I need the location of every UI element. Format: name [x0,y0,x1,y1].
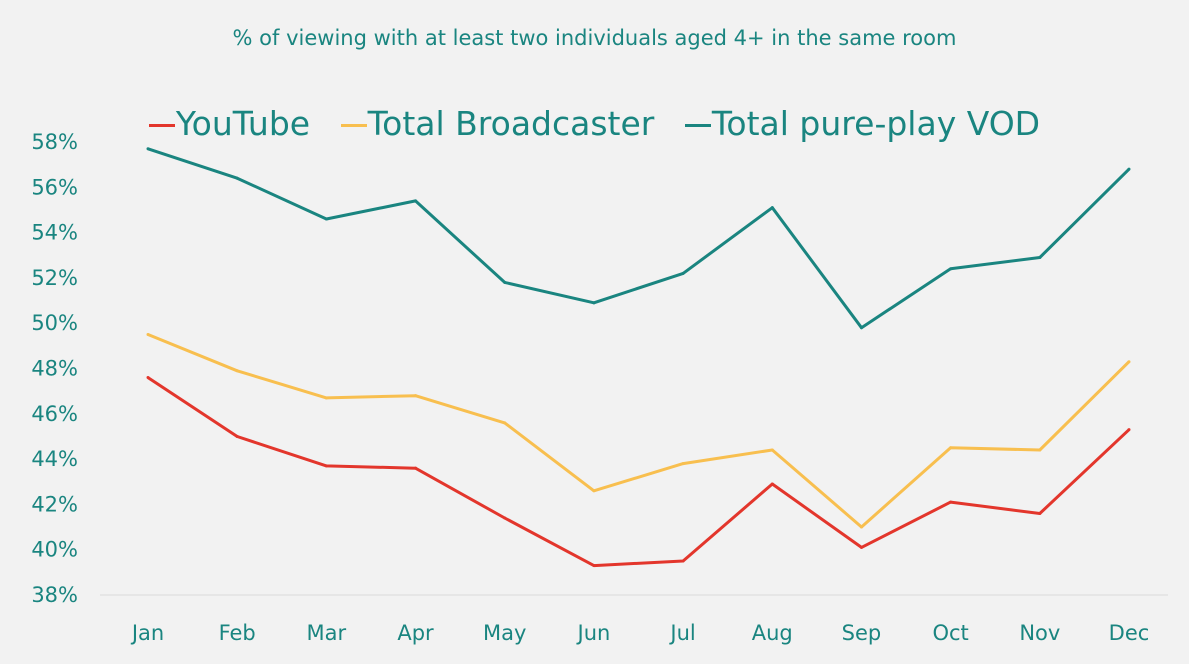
legend-item-vod: Total pure-play VOD [684,104,1041,143]
x-tick-label: Dec [1109,621,1150,645]
data-point [503,280,507,284]
legend-swatch [148,124,175,127]
data-point [949,500,953,504]
x-tick-label: Nov [1019,621,1060,645]
x-tick-label: Mar [307,621,347,645]
x-tick-label: Sep [842,621,882,645]
data-point [949,267,953,271]
data-point [770,482,774,486]
data-point [681,559,685,563]
data-point [146,147,150,151]
legend: YouTube Total Broadcaster Total pure-pla… [0,104,1189,143]
data-point [414,394,418,398]
series-line-total-pure-play-vod [147,147,1131,330]
y-tick-label: 40% [31,538,78,562]
data-point [592,301,596,305]
y-tick-label: 48% [31,357,78,381]
data-point [324,464,328,468]
data-point [1038,511,1042,515]
data-point [859,525,863,529]
data-point [235,434,239,438]
data-point [1127,360,1131,364]
y-tick-label: 54% [31,221,78,245]
legend-item-broadcaster: Total Broadcaster [340,104,655,143]
data-point [324,396,328,400]
data-point [503,421,507,425]
chart-title: % of viewing with at least two individua… [232,26,957,50]
series-line-youtube [147,376,1131,568]
y-tick-label: 42% [31,492,78,516]
data-point [414,466,418,470]
data-point [949,446,953,450]
y-tick-label: 44% [31,447,78,471]
data-point [503,516,507,520]
data-point [1127,428,1131,432]
data-point [681,462,685,466]
x-tick-label: Oct [932,621,968,645]
data-point [1127,167,1131,171]
data-point [1038,448,1042,452]
series-line-total-broadcaster [147,333,1131,529]
data-point [235,176,239,180]
legend-label: YouTube [175,104,311,143]
x-tick-label: May [483,621,526,645]
legend-label: Total Broadcaster [367,104,655,143]
legend-swatch [684,124,711,127]
data-point [414,199,418,203]
data-point [324,217,328,221]
x-tick-label: Feb [219,621,256,645]
data-point [592,564,596,568]
y-tick-label: 38% [31,583,78,607]
y-tick-label: 56% [31,175,78,199]
data-point [681,271,685,275]
y-tick-label: 52% [31,266,78,290]
y-tick-label: 58% [31,130,78,154]
data-point [146,333,150,337]
legend-item-youtube: YouTube [148,104,311,143]
data-point [592,489,596,493]
data-point [859,326,863,330]
data-point [770,206,774,210]
y-tick-label: 50% [31,311,78,335]
x-tick-label: Aug [752,621,793,645]
data-point [770,448,774,452]
x-tick-label: Apr [397,621,434,645]
data-point [859,545,863,549]
data-point [1038,256,1042,260]
x-tick-label: Jul [668,621,695,645]
data-point [235,369,239,373]
legend-swatch [340,124,367,127]
x-tick-label: Jan [130,621,164,645]
y-tick-label: 46% [31,402,78,426]
legend-label: Total pure-play VOD [711,104,1041,143]
data-point [146,376,150,380]
x-tick-label: Jun [576,621,611,645]
